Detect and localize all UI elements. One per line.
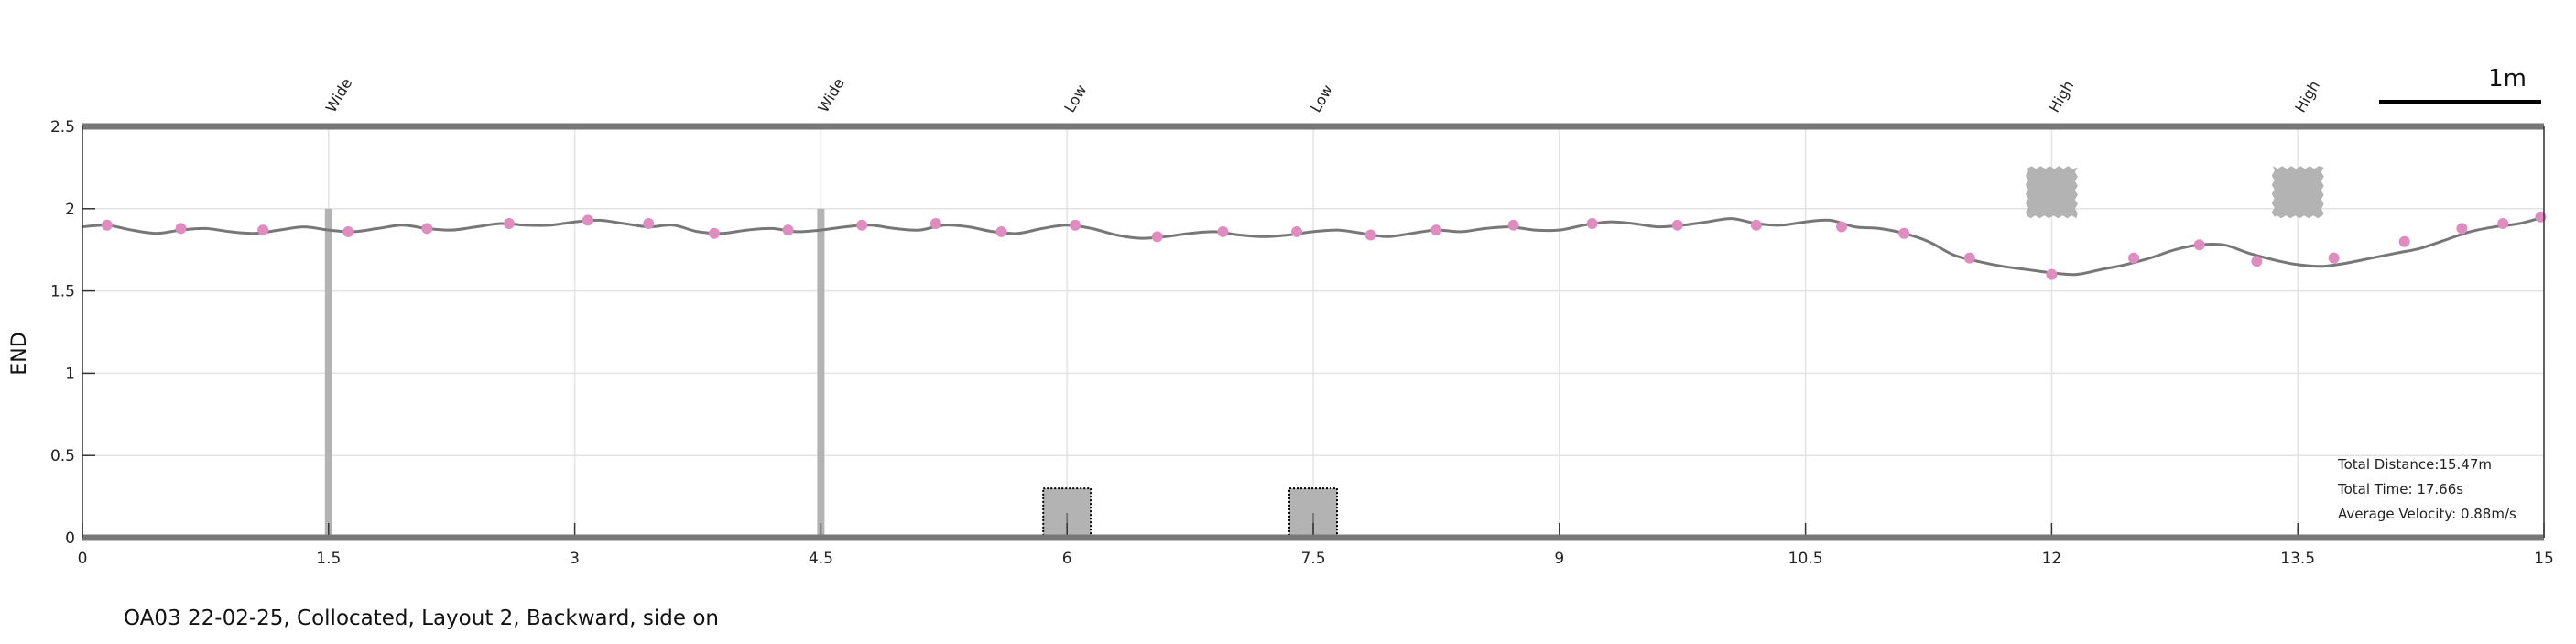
x-tick-label: 12 <box>2042 550 2062 568</box>
trajectory-point <box>1291 225 1303 237</box>
trajectory-point <box>2046 268 2058 280</box>
trajectory-point <box>582 214 593 226</box>
x-tick-label: 6 <box>1062 550 1072 568</box>
y-tick-label: 0.5 <box>50 447 75 465</box>
y-tick-label: 2.5 <box>50 118 75 136</box>
trajectory-point <box>1430 224 1442 236</box>
y-tick-label: 2 <box>65 201 75 219</box>
trajectory-point <box>782 224 794 236</box>
trajectory-point <box>856 219 868 231</box>
y-tick-label: 1.5 <box>50 283 75 301</box>
trajectory-point <box>421 223 433 235</box>
x-tick-label: 3 <box>570 550 580 568</box>
x-tick-label: 9 <box>1554 550 1564 568</box>
obstacle-label: Wide <box>814 75 847 115</box>
obstacle-labels: Wide Wide Low Low High High <box>322 75 2323 115</box>
stat-average-velocity: Average Velocity: 0.88m/s <box>2338 506 2516 522</box>
y-tick-label: 1 <box>65 365 75 383</box>
trajectory-point <box>995 225 1007 237</box>
trajectory-point <box>2398 235 2410 247</box>
x-tick-label: 13.5 <box>2280 550 2315 568</box>
trajectory-point <box>1898 227 1910 239</box>
trajectory-point <box>929 217 941 229</box>
trajectory-point <box>503 217 515 229</box>
scale-bar: 1m <box>2379 65 2541 104</box>
trajectory-point <box>1750 219 1762 231</box>
trajectory-point <box>1507 219 1519 231</box>
obstacle-label: Wide <box>322 75 355 115</box>
grid <box>82 126 2545 539</box>
figure-caption: OA03 22-02-25, Collocated, Layout 2, Bac… <box>124 606 719 630</box>
obstacle-label: Low <box>1307 82 1336 115</box>
stat-total-time: Total Time: 17.66s <box>2337 481 2463 497</box>
axes <box>82 123 2545 541</box>
stats-box: Total Distance:15.47m Total Time: 17.66s… <box>2337 456 2516 522</box>
obstacle-high <box>2271 166 2324 219</box>
obstacle-label: High <box>2291 78 2323 115</box>
trajectory-point <box>2497 217 2509 229</box>
trajectory-point <box>257 224 269 236</box>
markers <box>101 211 2547 280</box>
trajectory-point <box>2328 252 2340 264</box>
trajectory-point <box>101 219 113 231</box>
scale-bar-label: 1m <box>2488 65 2527 93</box>
trajectory-point <box>1151 231 1163 243</box>
trajectory-point <box>2193 239 2205 251</box>
trajectory-point <box>1364 229 1376 241</box>
trajectory-point <box>2456 223 2468 235</box>
trajectory-point <box>1963 252 1975 264</box>
x-tick-label: 10.5 <box>1788 550 1823 568</box>
trajectory-point <box>342 225 354 237</box>
trajectory-point <box>1586 217 1598 229</box>
x-tick-label: 0 <box>78 550 88 568</box>
y-tick-label: 0 <box>65 529 75 548</box>
trajectory-point <box>1070 219 1081 231</box>
trajectory-point <box>2251 256 2263 267</box>
obstacle-pole <box>324 208 332 539</box>
obstacle-label: Low <box>1060 82 1090 115</box>
obstacle-high <box>2025 166 2078 219</box>
trajectory-point <box>1671 219 1683 231</box>
trajectory-point <box>643 217 655 229</box>
trajectory-point <box>2128 252 2139 264</box>
y-axis-label: END <box>8 332 31 375</box>
x-tick-label: 7.5 <box>1300 550 1325 568</box>
x-tick-label: 4.5 <box>809 550 833 568</box>
x-tick-label: 15 <box>2534 550 2554 568</box>
x-tick-label: 1.5 <box>316 550 341 568</box>
obstacle-pole <box>817 208 825 539</box>
trajectory-point <box>175 223 187 235</box>
tick-labels: 0 1.5 3 4.5 6 7.5 9 10.5 12 13.5 15 0 0.5 1 1.5 2 2.5 <box>50 118 2554 568</box>
trajectory-point <box>1217 225 1229 237</box>
trajectory-point <box>1836 221 1848 233</box>
stat-total-distance: Total Distance:15.47m <box>2337 456 2492 473</box>
obstacle-label: High <box>2045 78 2077 115</box>
obstacles <box>324 166 2324 539</box>
trajectory-point <box>708 227 720 239</box>
